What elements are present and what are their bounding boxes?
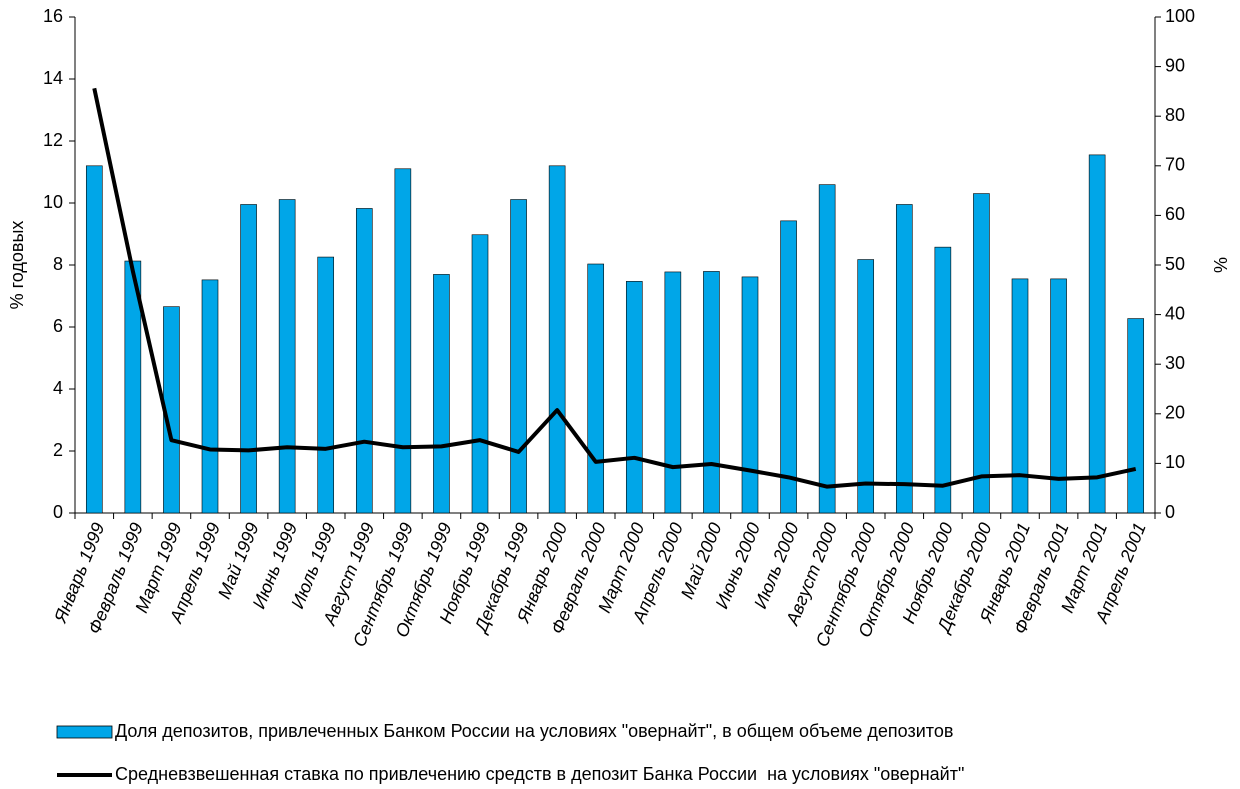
bar [818, 184, 836, 514]
bar [433, 274, 450, 514]
y2-tick-label: 10 [1165, 452, 1185, 472]
bar [625, 281, 643, 514]
y-tick-label: 0 [53, 502, 63, 522]
y-tick-label: 10 [43, 192, 63, 212]
bar [664, 271, 682, 514]
bar [124, 260, 142, 514]
y2-tick-label: 90 [1165, 55, 1185, 75]
legend-swatch [56, 725, 113, 739]
bar [1050, 278, 1067, 514]
y2-axis-label: % [1211, 257, 1231, 273]
bar [510, 199, 527, 514]
bar [895, 204, 913, 514]
bar [85, 165, 103, 514]
bar [355, 208, 373, 514]
legend-label: Доля депозитов, привлеченных Банком Росс… [115, 721, 953, 741]
y2-tick-label: 70 [1165, 155, 1185, 175]
bar [201, 279, 219, 514]
bar [857, 259, 875, 514]
bar [240, 204, 257, 514]
y2-tick-label: 0 [1165, 502, 1175, 522]
y-tick-label: 12 [43, 130, 63, 150]
y2-tick-label: 40 [1165, 303, 1185, 323]
bar [934, 246, 952, 514]
y-tick-label: 6 [53, 316, 63, 336]
bar [703, 271, 720, 514]
y-axis-label: % годовых [7, 221, 27, 310]
y2-tick-label: 100 [1165, 6, 1195, 26]
bar [973, 193, 990, 514]
bar [1011, 278, 1029, 514]
bar [317, 256, 335, 514]
bar [587, 263, 605, 514]
y2-tick-label: 20 [1165, 403, 1185, 423]
line [92, 87, 1137, 489]
bar [278, 199, 296, 514]
legend-label: Средневзвешенная ставка по привлечению с… [115, 764, 964, 784]
y2-tick-label: 80 [1165, 105, 1185, 125]
bar [548, 165, 566, 514]
y-tick-label: 16 [43, 6, 63, 26]
bar [780, 220, 797, 514]
y-tick-label: 4 [53, 378, 63, 398]
bar [394, 168, 412, 514]
y-tick-label: 8 [53, 254, 63, 274]
y2-tick-label: 50 [1165, 254, 1185, 274]
y-tick-label: 2 [53, 440, 63, 460]
bar [741, 276, 759, 514]
y-tick-label: 14 [43, 68, 63, 88]
bar [471, 234, 489, 514]
bar [1127, 318, 1145, 514]
y2-tick-label: 60 [1165, 204, 1185, 224]
y2-tick-label: 30 [1165, 353, 1185, 373]
bar [1088, 154, 1106, 514]
